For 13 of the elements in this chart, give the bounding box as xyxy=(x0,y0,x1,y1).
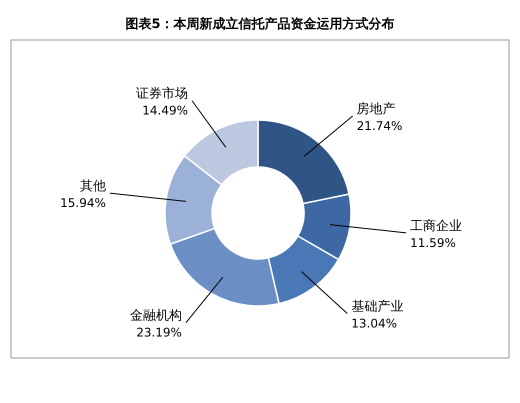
data-label: 15.94% xyxy=(60,196,106,210)
data-label: 21.74% xyxy=(356,119,402,134)
slice-label: 房地产 xyxy=(356,101,396,118)
slice-label: 其他 xyxy=(80,179,106,194)
data-label: 13.04% xyxy=(351,316,398,330)
slice-label: 金融机构 xyxy=(130,308,182,324)
slice-label: 工商企业 xyxy=(410,218,462,234)
slice-label: 基础产业 xyxy=(351,299,404,314)
data-label: 11.59% xyxy=(410,236,456,250)
slice-label: 证券市场 xyxy=(136,86,188,102)
data-label: 23.19% xyxy=(136,326,182,340)
data-label: 14.49% xyxy=(142,104,188,118)
chart-title: 图表5：本周新成立信托产品资金运用方式分布 xyxy=(125,16,395,32)
